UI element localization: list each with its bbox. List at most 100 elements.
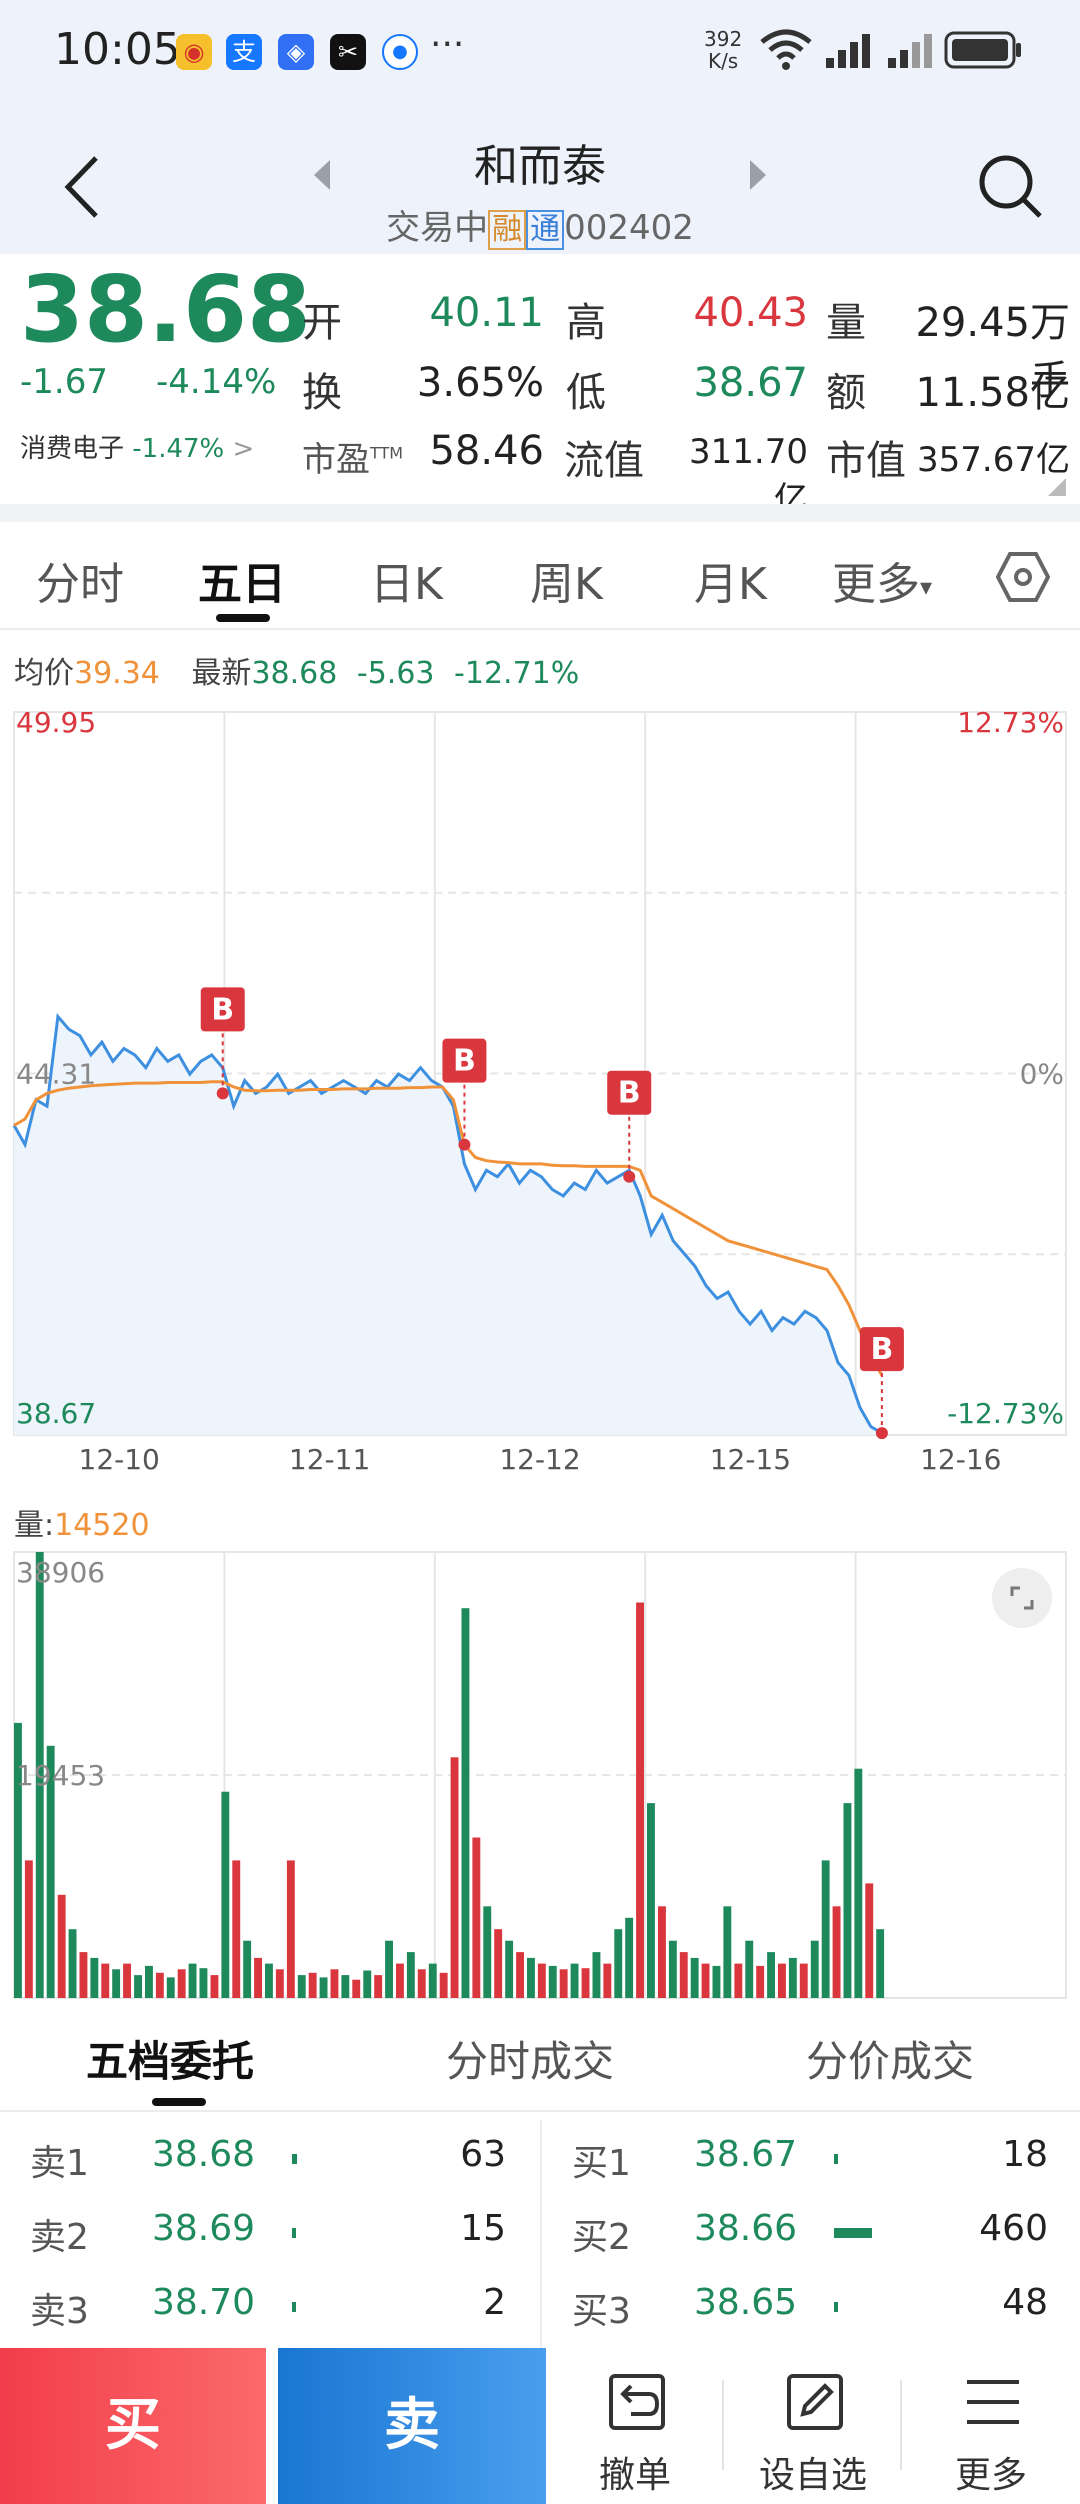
volume-bar	[679, 1952, 688, 1998]
current-price: 38.68	[20, 256, 312, 363]
buy-row-2[interactable]: 买2 38.66 460	[542, 2204, 1062, 2264]
open-value: 40.11	[429, 290, 544, 336]
x-tick-label: 12-10	[79, 1443, 160, 1476]
corner-expand-icon[interactable]	[1048, 478, 1066, 496]
volume-bar	[647, 1803, 655, 1998]
volume-bar	[810, 1940, 819, 1998]
avg-value: 39.34	[74, 656, 160, 691]
add-watchlist-button[interactable]: 设自选	[728, 2348, 898, 2504]
sell-row-2[interactable]: 卖2 38.69 15	[0, 2204, 520, 2264]
buy-signal-marker: B	[859, 1327, 904, 1440]
volume-bar	[821, 1860, 830, 1998]
tab-price-trades[interactable]: 分价成交	[806, 2037, 975, 2086]
volume-y-tick: 38906	[16, 1556, 105, 1589]
volume-bar	[865, 1883, 874, 1998]
volume-bar	[24, 1860, 33, 1998]
status-time: 10:05	[54, 24, 181, 75]
volume-bar	[79, 1952, 88, 1998]
tab-weekly-k[interactable]: 周K	[530, 559, 603, 610]
turnover-value: 3.65%	[416, 360, 544, 406]
hexagon-settings-icon[interactable]	[996, 550, 1050, 604]
volume-chart[interactable]: 38906 19453	[0, 1548, 1080, 2008]
price-area	[14, 1016, 882, 1435]
next-stock-icon[interactable]	[746, 158, 770, 192]
x-tick-label: 12-16	[920, 1443, 1001, 1476]
cancel-order-button[interactable]: 撤单	[550, 2348, 720, 2504]
volume-bar	[799, 1963, 808, 1998]
volume-bar	[68, 1929, 77, 1998]
volume-bar	[221, 1791, 230, 1998]
amount-label: 额	[826, 370, 866, 416]
tab-order-book[interactable]: 五档委托	[86, 2037, 255, 2086]
prev-stock-icon[interactable]	[310, 158, 334, 192]
volume-bar	[537, 1963, 546, 1998]
sector-name: 消费电子	[20, 434, 125, 464]
volume-bar	[363, 1970, 372, 1998]
sell-button[interactable]: 卖	[278, 2348, 546, 2504]
volume-bar	[439, 1972, 448, 1998]
sell-level-qty: 2	[483, 2282, 506, 2323]
pe-value: 58.46	[429, 428, 544, 474]
app-icon: ◈	[278, 34, 314, 70]
tab-monthly-k[interactable]: 月K	[694, 559, 767, 610]
volume-bar	[505, 1940, 514, 1998]
caret-down-icon: ▾	[920, 573, 933, 601]
volume-bar	[788, 1957, 797, 1998]
tab-five-day[interactable]: 五日	[198, 559, 286, 610]
buy-level-label: 买1	[572, 2143, 631, 2184]
sell-level-volume-bar	[292, 2228, 296, 2238]
y-tick-right: 12.73%	[957, 706, 1064, 739]
sell-level-label: 卖2	[30, 2217, 89, 2258]
tab-more[interactable]: 更多▾	[832, 548, 932, 612]
expand-icon[interactable]	[992, 1568, 1052, 1628]
add-watchlist-label: 设自选	[758, 2455, 867, 2496]
sector-link[interactable]: 消费电子 -1.47% >	[20, 428, 254, 465]
tab-intraday[interactable]: 分时	[36, 559, 124, 610]
volume-bar	[188, 1963, 197, 1998]
speed-value: 392	[704, 27, 743, 51]
x-tick-label: 12-15	[710, 1443, 791, 1476]
buy-row-3[interactable]: 买3 38.65 48	[542, 2278, 1062, 2338]
marker-dot	[875, 1427, 888, 1440]
price-chart[interactable]: B B B B 49.95 44.31 38.67 12.73% 0% -12.73% 12-10…	[0, 700, 1080, 1480]
volume-bar	[778, 1963, 786, 1998]
price-change: -1.67	[20, 362, 108, 402]
volume-bar	[745, 1940, 754, 1998]
alipay-icon: 支	[226, 34, 262, 70]
speed-unit: K/s	[707, 49, 739, 73]
volume-bar	[483, 1906, 492, 1998]
more-button[interactable]: 更多	[906, 2348, 1076, 2504]
buy-row-1[interactable]: 买1 38.67 18	[542, 2130, 1062, 2190]
buy-button[interactable]: 买	[0, 2348, 266, 2504]
volume-bar	[330, 1969, 339, 1998]
more-label: 更多	[954, 2455, 1027, 2496]
y-tick-right: 0%	[1020, 1058, 1064, 1091]
sell-row-1[interactable]: 卖1 38.68 63	[0, 2130, 520, 2190]
search-icon[interactable]	[976, 152, 1046, 222]
back-arrow-icon[interactable]	[60, 152, 104, 222]
volume-bar	[101, 1963, 110, 1998]
volume-bar	[232, 1860, 241, 1998]
volume-chart-value: 14520	[54, 1508, 150, 1543]
volume-bar	[155, 1972, 164, 1998]
pe-label-super: TTM	[370, 443, 404, 463]
marker-label: B	[870, 1332, 893, 1367]
volume-chart-label: 量:	[14, 1508, 55, 1543]
tab-daily-k[interactable]: 日K	[370, 559, 443, 610]
open-label: 开	[302, 300, 342, 346]
volume-bar	[843, 1803, 852, 1998]
bottom-separator-2	[900, 2380, 902, 2470]
y-tick-left: 38.67	[16, 1397, 96, 1430]
sell-level-qty: 15	[460, 2208, 506, 2249]
tab-active-indicator	[216, 614, 270, 622]
volume-bar	[570, 1963, 579, 1998]
high-label: 高	[566, 300, 606, 346]
market-cap-label: 市值	[826, 438, 906, 484]
network-speed: 392 K/s	[704, 28, 742, 72]
buy-level-label: 买3	[572, 2291, 631, 2332]
sell-level-price: 38.69	[152, 2208, 256, 2249]
price-line	[12, 1012, 883, 1435]
tab-time-trades[interactable]: 分时成交	[446, 2037, 615, 2086]
market-cap-value: 357.67亿	[917, 440, 1070, 480]
sell-row-3[interactable]: 卖3 38.70 2	[0, 2278, 520, 2338]
